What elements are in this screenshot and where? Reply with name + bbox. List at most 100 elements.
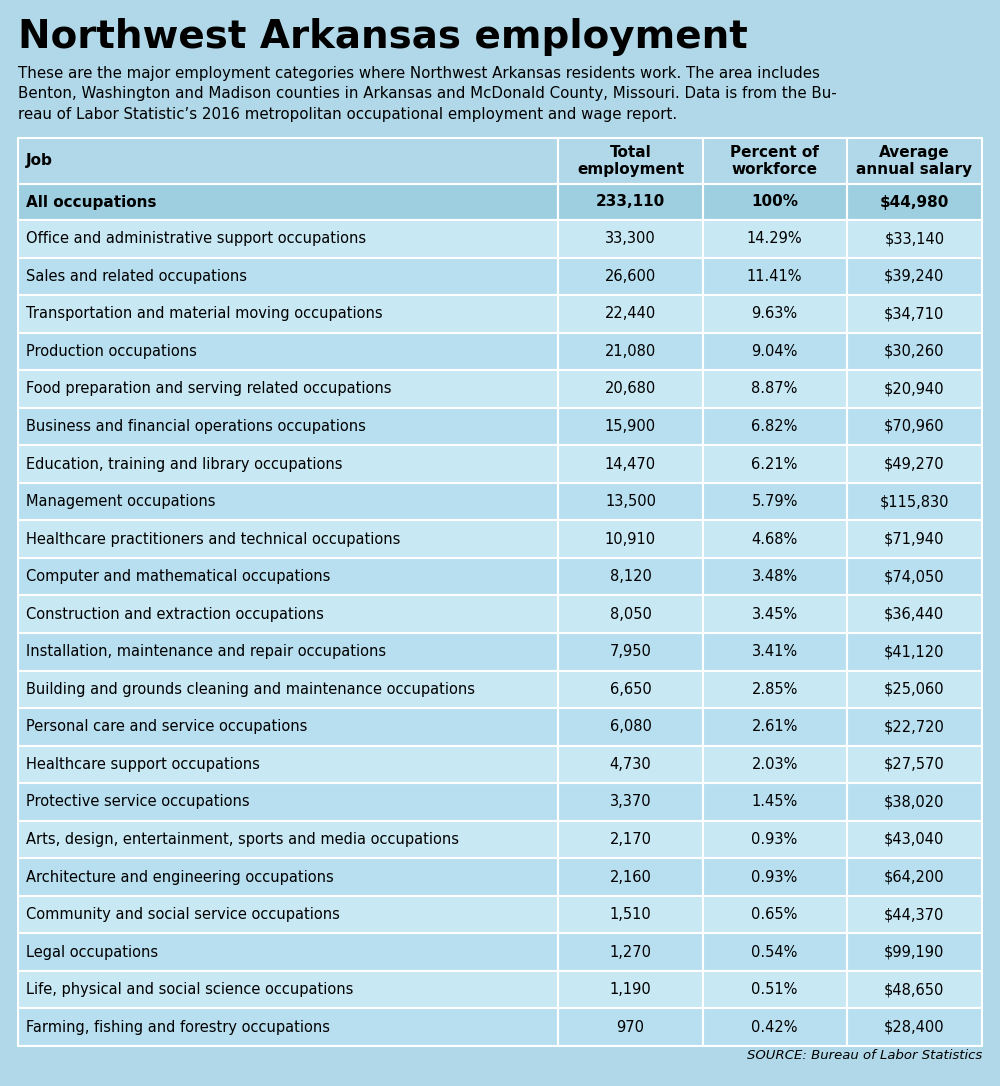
Text: 0.51%: 0.51% [751,982,798,997]
Bar [703,971,847,1009]
Text: Architecture and engineering occupations: Architecture and engineering occupations [26,870,334,884]
Bar [558,370,703,407]
Text: 9.63%: 9.63% [752,306,798,321]
Text: Transportation and material moving occupations: Transportation and material moving occup… [26,306,383,321]
Text: Community and social service occupations: Community and social service occupations [26,907,340,922]
Bar [703,821,847,858]
Bar [703,1009,847,1046]
Bar [558,633,703,670]
Text: 10,910: 10,910 [605,532,656,546]
Bar [18,821,558,858]
Bar [703,407,847,445]
Bar [18,858,558,896]
Bar [18,933,558,971]
Text: Average
annual salary: Average annual salary [856,144,972,177]
Text: 0.54%: 0.54% [751,945,798,960]
Text: 0.42%: 0.42% [751,1020,798,1035]
Bar [703,933,847,971]
Text: Healthcare support occupations: Healthcare support occupations [26,757,260,772]
Text: 7,950: 7,950 [610,644,651,659]
Text: Construction and extraction occupations: Construction and extraction occupations [26,607,324,621]
Bar [558,1009,703,1046]
Text: 0.93%: 0.93% [751,870,798,884]
Text: Percent of
workforce: Percent of workforce [730,144,819,177]
Bar [703,445,847,483]
Bar [558,483,703,520]
Text: $99,190: $99,190 [884,945,945,960]
Text: $71,940: $71,940 [884,532,945,546]
Bar [18,295,558,332]
Bar [847,520,982,558]
Bar [847,370,982,407]
Text: 3.48%: 3.48% [752,569,798,584]
Bar [703,746,847,783]
Bar [703,295,847,332]
Text: 13,500: 13,500 [605,494,656,509]
Text: Food preparation and serving related occupations: Food preparation and serving related occ… [26,381,392,396]
Bar [847,971,982,1009]
Text: SOURCE: Bureau of Labor Statistics: SOURCE: Bureau of Labor Statistics [747,1049,982,1062]
Bar [558,558,703,595]
Text: 3.45%: 3.45% [752,607,798,621]
Text: 26,600: 26,600 [605,269,656,283]
Bar [703,858,847,896]
Text: $34,710: $34,710 [884,306,945,321]
Text: $64,200: $64,200 [884,870,945,884]
Text: Protective service occupations: Protective service occupations [26,795,250,809]
Text: 2.61%: 2.61% [751,719,798,734]
Bar [703,520,847,558]
Text: Arts, design, entertainment, sports and media occupations: Arts, design, entertainment, sports and … [26,832,459,847]
Text: 2,160: 2,160 [610,870,651,884]
Bar [847,483,982,520]
Bar [558,783,703,821]
Text: $22,720: $22,720 [884,719,945,734]
Text: 100%: 100% [751,194,798,210]
Text: 11.41%: 11.41% [747,269,802,283]
Bar [18,595,558,633]
Text: Business and financial operations occupations: Business and financial operations occupa… [26,419,366,434]
Text: Life, physical and social science occupations: Life, physical and social science occupa… [26,982,353,997]
Text: Sales and related occupations: Sales and related occupations [26,269,247,283]
Bar [558,595,703,633]
Bar [558,138,703,184]
Text: Farming, fishing and forestry occupations: Farming, fishing and forestry occupation… [26,1020,330,1035]
Bar [847,295,982,332]
Bar [18,1009,558,1046]
Bar [18,138,558,184]
Bar [558,257,703,295]
Text: Office and administrative support occupations: Office and administrative support occupa… [26,231,366,247]
Bar [847,746,982,783]
Text: These are the major employment categories where Northwest Arkansas residents wor: These are the major employment categorie… [18,66,837,122]
Text: 2.03%: 2.03% [751,757,798,772]
Text: Job: Job [26,153,53,168]
Text: 1,270: 1,270 [609,945,651,960]
Bar [18,558,558,595]
Bar [703,220,847,257]
Text: Installation, maintenance and repair occupations: Installation, maintenance and repair occ… [26,644,386,659]
Bar [18,633,558,670]
Text: 20,680: 20,680 [605,381,656,396]
Text: Education, training and library occupations: Education, training and library occupati… [26,456,342,471]
Text: 970: 970 [616,1020,644,1035]
Bar [558,184,703,220]
Bar [703,184,847,220]
Text: $44,980: $44,980 [880,194,949,210]
Text: $115,830: $115,830 [880,494,949,509]
Bar [847,257,982,295]
Bar [847,670,982,708]
Bar [18,520,558,558]
Text: 8.87%: 8.87% [751,381,798,396]
Bar [558,971,703,1009]
Bar [703,483,847,520]
Bar [18,184,558,220]
Text: Production occupations: Production occupations [26,344,197,358]
Bar [847,445,982,483]
Bar [18,670,558,708]
Text: 15,900: 15,900 [605,419,656,434]
Text: $27,570: $27,570 [884,757,945,772]
Text: 6,080: 6,080 [610,719,651,734]
Text: Personal care and service occupations: Personal care and service occupations [26,719,307,734]
Bar [703,896,847,933]
Text: 1.45%: 1.45% [751,795,798,809]
Bar [847,407,982,445]
